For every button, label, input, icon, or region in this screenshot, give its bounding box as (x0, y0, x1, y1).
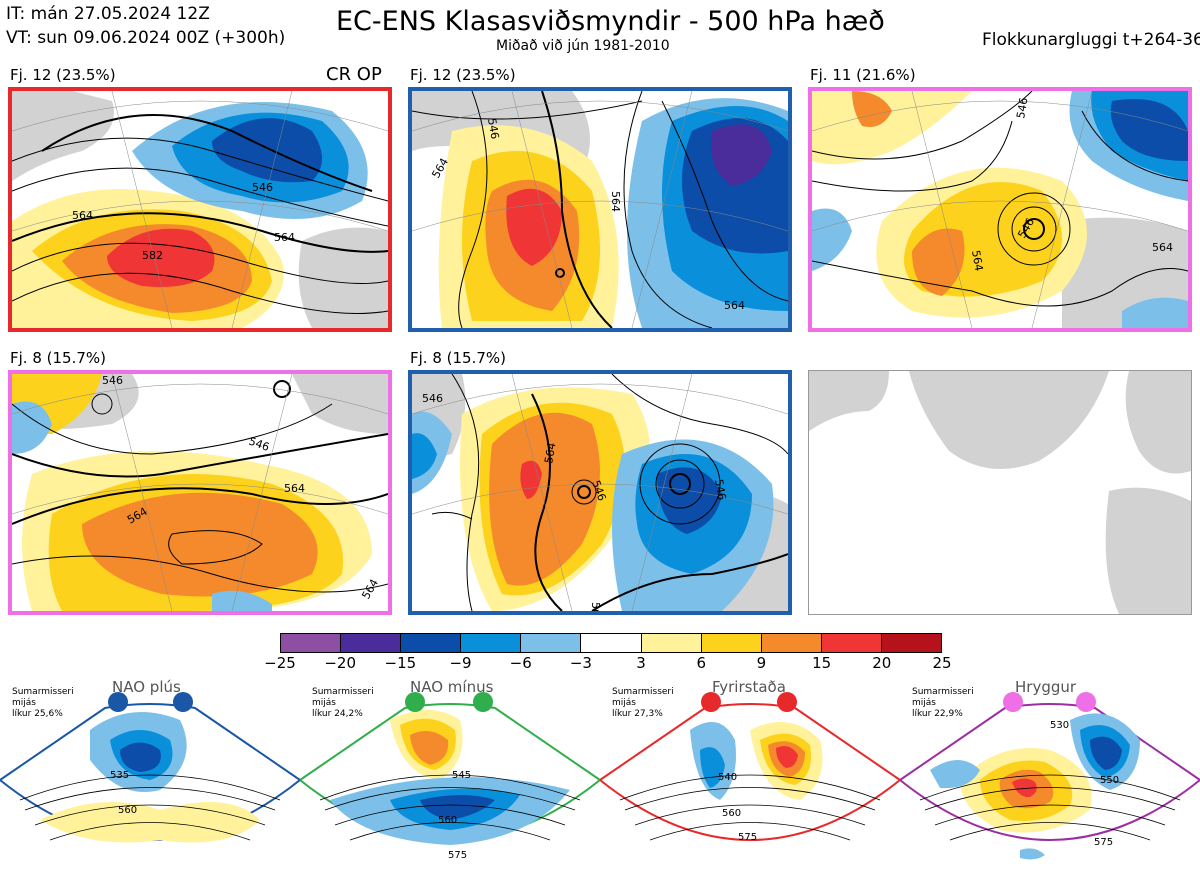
contour-label-546: 546 (1014, 97, 1030, 120)
page-title: EC-ENS Klasasviðsmyndir - 500 hPa hæð (336, 6, 885, 37)
contour-label-564: 564 (359, 577, 381, 602)
regime-label: 545 (452, 770, 471, 781)
height-contours (12, 114, 388, 314)
regime-label: 540 (718, 772, 737, 783)
contour-label-564: 564 (724, 299, 745, 312)
graticule (412, 374, 788, 611)
colorbar: −25 −20 −15 −9 −6 −3 3 6 9 15 20 25 (262, 633, 952, 673)
regime-nao-minus: 545 560 575 NAO mínus Sumarmisseri mijás… (300, 678, 600, 870)
regime-label: 560 (118, 805, 137, 816)
graticule (812, 91, 1188, 328)
panel-3-label: Fj. 11 (21.6%) (810, 66, 916, 84)
contour-label-546: 546 (247, 435, 271, 454)
regime-caption: Sumarmisseri mijás líkur 24,2% (312, 687, 374, 719)
contour-label-564: 564 (284, 482, 305, 495)
regime-label: 530 (1050, 720, 1069, 731)
regime-title: Fyrirstaða (712, 678, 786, 696)
colorbar-swatch (641, 634, 702, 652)
colorbar-swatch (821, 634, 882, 652)
regime-blocking: 540 560 575 Fyrirstaða Sumarmisseri mijá… (600, 678, 900, 870)
cluster-map-5: 564 546 546 546 564 (408, 370, 792, 615)
contour-label-582: 582 (142, 249, 163, 262)
colorbar-tick-label: 9 (756, 654, 767, 672)
colorbar-swatch (461, 634, 522, 652)
contour-label-564: 564 (542, 442, 558, 465)
colorbar-tick-label: 20 (872, 654, 892, 672)
contour-label-564: 564 (274, 231, 295, 244)
regime-label: 575 (1094, 837, 1113, 848)
colorbar-swatch (401, 634, 462, 652)
regime-label: 560 (438, 815, 457, 826)
colorbar-swatch (521, 634, 582, 652)
cluster-map-2: 546 564 564 564 (408, 87, 792, 332)
colorbar-swatch (341, 634, 402, 652)
height-contours (812, 91, 1188, 307)
anomaly-fill (438, 98, 788, 328)
regime-label: 535 (110, 770, 129, 781)
colorbar-tick-label: −3 (569, 654, 592, 672)
contour-label-564: 564 (589, 602, 602, 611)
regime-title: Hryggur (1015, 678, 1077, 696)
panel-4-label: Fj. 8 (15.7%) (10, 349, 106, 367)
contour-label-564: 564 (969, 249, 985, 272)
contour-label-546: 546 (485, 117, 501, 140)
init-time: IT: mán 27.05.2024 12Z (6, 4, 210, 24)
valid-time: VT: sun 09.06.2024 00Z (+300h) (6, 28, 286, 48)
contour-label-546: 546 (252, 181, 273, 194)
regime-title: NAO mínus (410, 678, 494, 696)
regime-caption: Sumarmisseri mijás líkur 27,3% (612, 687, 674, 719)
colorbar-tick-label: −15 (384, 654, 417, 672)
cluster-map-3: 546 564 564 546 (808, 87, 1192, 332)
regime-nao-plus: 535 560 NAO plús Sumarmisseri mijás líku… (0, 678, 300, 870)
contour-label-564: 564 (609, 191, 622, 212)
anomaly-fill (412, 387, 774, 611)
graticule (412, 91, 788, 328)
contour-label-564: 564 (1152, 241, 1173, 254)
height-contours (412, 91, 788, 328)
panel-2-label: Fj. 12 (23.5%) (410, 66, 516, 84)
colorbar-tick-label: 3 (636, 654, 646, 672)
land-masks (12, 91, 388, 328)
regime-label: 575 (448, 850, 467, 861)
panel-1-extra: CR OP (326, 64, 382, 85)
contour-label-546: 546 (102, 374, 123, 387)
regime-label: 550 (1100, 775, 1119, 786)
colorbar-tick-label: −20 (324, 654, 356, 672)
height-contours (12, 380, 388, 593)
colorbar-swatch (701, 634, 762, 652)
height-contours (431, 374, 788, 611)
colorbar-tick-label: 15 (812, 654, 832, 672)
contour-label-564: 564 (72, 209, 93, 222)
colorbar-swatch (881, 634, 942, 652)
colorbar-swatch (581, 634, 642, 652)
graticule (12, 91, 388, 328)
page-subtitle: Miðað við jún 1981-2010 (496, 38, 670, 54)
regime-ridge: 530 550 575 Hryggur Sumarmisseri mijás l… (900, 678, 1200, 870)
colorbar-ticks: −25 −20 −15 −9 −6 −3 3 6 9 15 20 25 (262, 654, 962, 674)
contour-label-546: 546 (712, 478, 728, 501)
colorbar-tick-label: −6 (509, 654, 532, 672)
graticule (12, 374, 388, 611)
colorbar-tick-label: −25 (264, 654, 296, 672)
colorbar-scale (280, 633, 942, 653)
regime-label: 560 (722, 808, 741, 819)
cluster-map-4: 546 546 564 564 564 (8, 370, 392, 615)
panel-1-label: Fj. 12 (23.5%) (10, 66, 116, 84)
empty-map (808, 370, 1192, 615)
classification-window: Flokkunargluggi t+264-360 (982, 30, 1200, 50)
contour-label-546: 546 (422, 392, 443, 405)
regime-caption: Sumarmisseri mijás líkur 25,6% (12, 687, 74, 719)
regime-title: NAO plús (112, 678, 181, 696)
cluster-map-1: 546 564 564 582 (8, 87, 392, 332)
colorbar-tick-label: 25 (932, 654, 952, 672)
colorbar-swatch (761, 634, 822, 652)
colorbar-tick-label: 6 (696, 654, 707, 672)
colorbar-swatch (281, 634, 342, 652)
regime-caption: Sumarmisseri mijás líkur 22,9% (912, 687, 974, 719)
colorbar-tick-label: −9 (449, 654, 472, 672)
panel-5-label: Fj. 8 (15.7%) (410, 349, 506, 367)
regime-label: 575 (738, 832, 757, 843)
